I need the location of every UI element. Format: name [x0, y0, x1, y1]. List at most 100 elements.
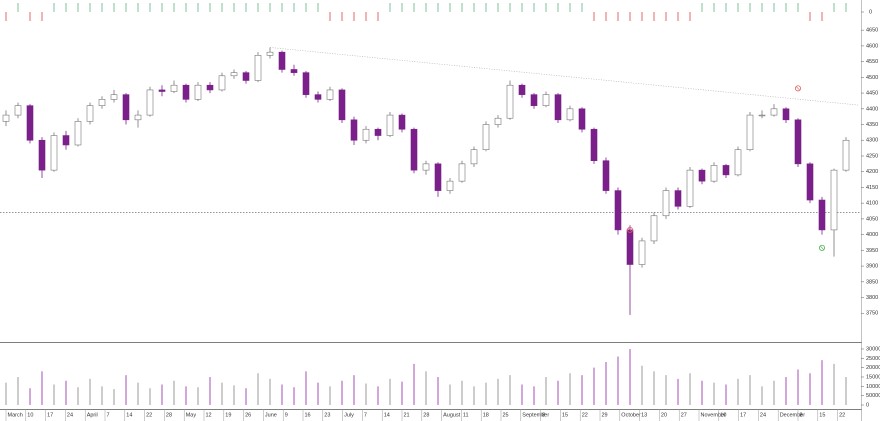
x-tick-label: 24 [67, 412, 73, 418]
candle-body [38, 139, 46, 171]
signal-marker [627, 226, 634, 233]
candle-body [554, 94, 562, 121]
candle-body [686, 169, 694, 207]
candle-body [410, 128, 418, 171]
candle-body [470, 149, 478, 165]
candle-body [602, 160, 610, 191]
x-tick-label: April [87, 412, 98, 418]
x-tick-label: 22 [582, 412, 588, 418]
candle-body [806, 163, 814, 201]
x-tick-label: September [522, 412, 549, 418]
x-tick-label: 27 [681, 412, 687, 418]
candle-body [398, 114, 406, 130]
x-tick-label: 10 [27, 412, 33, 418]
candle-body [2, 114, 10, 122]
candle-body [170, 84, 178, 92]
candle-body [122, 94, 130, 121]
trend-line [269, 47, 859, 106]
candle-body [134, 114, 142, 121]
candle-body [338, 89, 346, 121]
candle-body [494, 117, 502, 125]
x-tick-label: December [780, 412, 806, 418]
x-tick-label: 13 [641, 412, 647, 418]
x-tick-label: June [265, 412, 277, 418]
x-tick-label: 17 [47, 412, 53, 418]
candle-body [230, 72, 238, 77]
y-tick-label: 4200 [866, 169, 878, 175]
x-tick-label: 12 [206, 412, 212, 418]
y-tick-label: 4350 [866, 122, 878, 128]
candle-body [614, 190, 622, 231]
candle-body [302, 72, 310, 95]
volume-tick-label: 150000 [866, 374, 880, 380]
x-tick-label: 8 [800, 412, 803, 418]
candle-body [86, 105, 94, 122]
x-tick-label: November [701, 412, 727, 418]
x-tick-label: 22 [146, 412, 152, 418]
y-tick-label: 4400 [866, 106, 878, 112]
candle-body [434, 163, 442, 191]
candle-body [74, 121, 82, 146]
candle-body [638, 240, 646, 265]
volume-tick-label: 0 [866, 402, 869, 408]
candle-body [542, 94, 550, 106]
candle-body [254, 55, 262, 81]
y-tick-label: 3800 [866, 295, 878, 301]
signal-tick-label: 0 [869, 9, 872, 15]
candle-body [326, 89, 334, 100]
candle-body [782, 108, 790, 121]
candle-body [14, 105, 22, 116]
y-tick-label: 4500 [866, 75, 878, 81]
volume-tick-label: 100000 [866, 384, 880, 390]
candle-body [506, 84, 514, 119]
x-tick-label: 9 [285, 412, 288, 418]
y-tick-label: 4300 [866, 138, 878, 144]
candle-body [110, 94, 118, 100]
x-tick-label: August [443, 412, 461, 418]
candle-body [362, 128, 370, 141]
x-tick-label: 18 [483, 412, 489, 418]
y-tick-label: 4600 [866, 43, 878, 49]
candle-body [794, 119, 802, 165]
candle-body [482, 124, 490, 150]
x-tick-label: 24 [760, 412, 766, 418]
candle-body [266, 51, 274, 56]
x-tick-label: 15 [819, 412, 825, 418]
candle-body [818, 199, 826, 231]
x-tick-label: October [621, 412, 641, 418]
candle-body [746, 114, 754, 150]
candle-body [218, 75, 226, 91]
candle-body [530, 94, 538, 106]
candle-body [446, 180, 454, 191]
volume-tick-label: 250000 [866, 356, 880, 362]
candle-body [50, 135, 58, 171]
x-tick-label: 17 [740, 412, 746, 418]
y-tick-label: 3900 [866, 264, 878, 270]
x-tick-label: 15 [562, 412, 568, 418]
x-tick-label: 21 [404, 412, 410, 418]
y-tick-label: 4650 [866, 28, 878, 34]
candle-body [626, 229, 634, 265]
candle-body [758, 114, 766, 117]
x-tick-label: 16 [305, 412, 311, 418]
y-tick-label: 4450 [866, 91, 878, 97]
y-tick-label: 3750 [866, 311, 878, 317]
candle-body [734, 149, 742, 176]
x-tick-label: 10 [720, 412, 726, 418]
x-tick-label: 14 [126, 412, 132, 418]
candle-body [242, 72, 250, 81]
candle-body [182, 84, 190, 100]
x-tick-label: 29 [602, 412, 608, 418]
x-tick-label: March [8, 412, 23, 418]
candle-body [590, 128, 598, 162]
volume-tick-label: 300000 [866, 346, 880, 352]
volume-tick-label: 200000 [866, 365, 880, 371]
candle-body [374, 128, 382, 136]
signal-marker [819, 244, 826, 251]
candle-body [290, 69, 298, 73]
candle-body [674, 190, 682, 207]
x-tick-label: July [344, 412, 354, 418]
y-tick-label: 3850 [866, 279, 878, 285]
x-tick-label: 23 [324, 412, 330, 418]
